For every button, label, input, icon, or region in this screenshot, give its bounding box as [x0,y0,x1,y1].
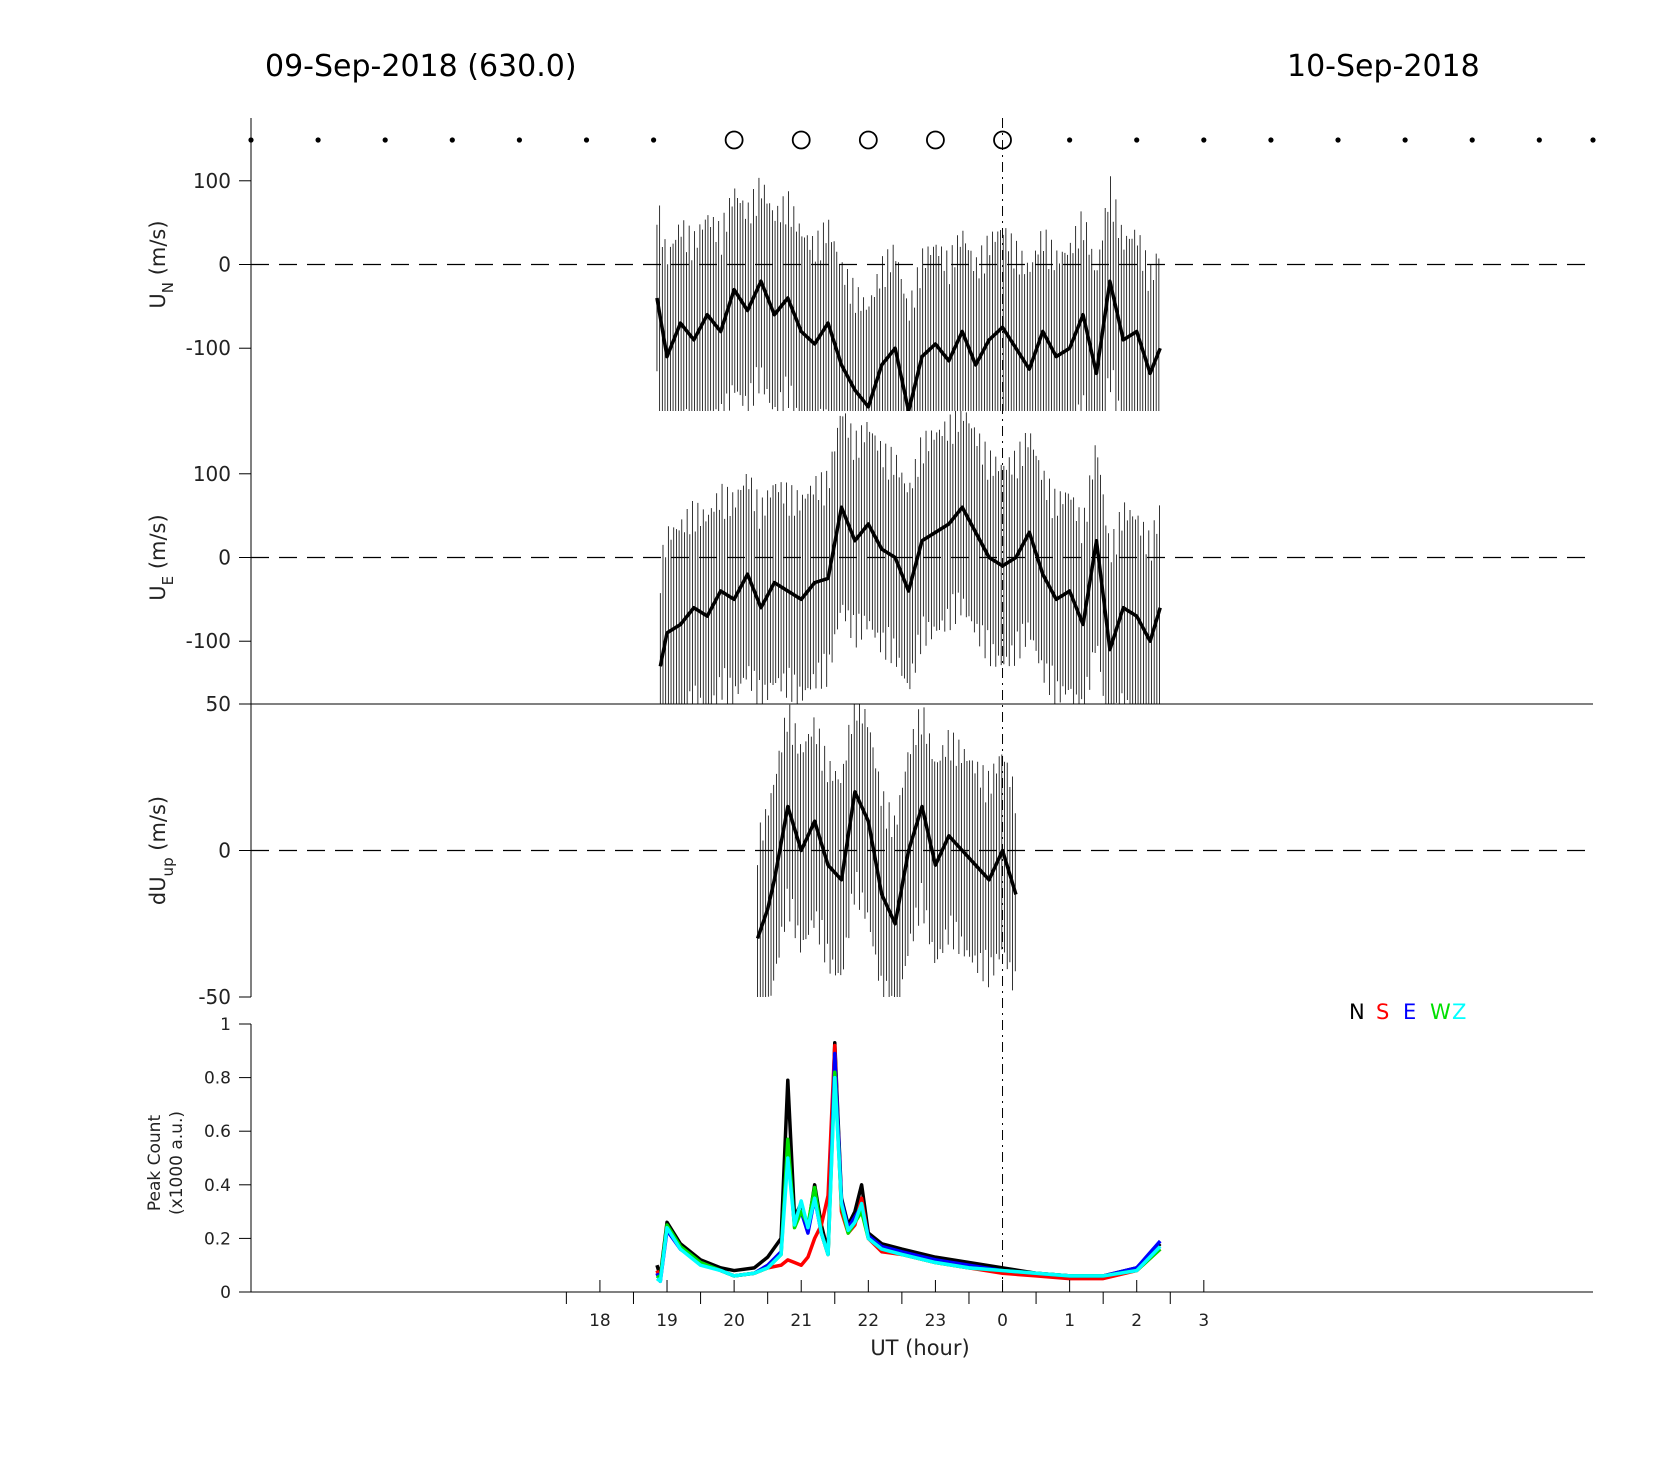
x-tick-label: 21 [790,1311,812,1331]
x-tick-label: 2 [1131,1311,1142,1331]
observation-dot [1134,137,1140,143]
y-tick-label: 50 [206,692,231,716]
y-tick-label: -100 [186,336,231,360]
y-tick-label: 0 [218,546,231,570]
series-line-n [655,1041,1162,1278]
observation-circle [858,130,878,150]
observation-dot [1590,137,1596,143]
y-tick-label: 100 [193,462,231,486]
series-group [755,704,1018,997]
observation-dot [1067,137,1073,143]
series-line [755,790,1018,939]
x-axis-label: UT (hour) [870,1336,969,1360]
y-tick-label: 0.4 [204,1176,231,1196]
series-line-s [655,1043,1162,1281]
duup-panel: 50 0 -50 dUup (m/s) [146,692,1593,1009]
peak-count-panel: 1 0.8 0.6 0.4 0.2 0 Peak Count (x1000 a.u.) [145,1015,1593,1303]
observation-circle [724,130,744,150]
ue-panel: 100 0 -100 UE (m/s) [146,411,1593,704]
observation-dot [315,137,321,143]
un-panel: 100 0 -100 UN (m/s) [146,118,1593,411]
series-group [658,411,1162,704]
x-tick-label: 22 [857,1311,879,1331]
observation-dot [382,137,388,143]
title-right-date: 10-Sep-2018 [1287,49,1480,84]
legend-item-s: S [1376,1000,1389,1024]
observation-dot [1469,137,1475,143]
x-tick-label: 1 [1064,1311,1075,1331]
observation-circle [993,130,1012,150]
x-tick-label: 20 [723,1311,745,1331]
y-tick-label: -100 [186,629,231,653]
y-tick-label: 0 [220,1283,231,1303]
x-tick-label: 18 [589,1311,611,1331]
x-tick-label: 19 [656,1311,678,1331]
legend-item-e: E [1403,1000,1416,1024]
observation-circle [791,130,811,150]
observation-dot [449,137,455,143]
y-tick-label: 0 [218,839,231,863]
observation-dot [1268,137,1274,143]
observation-dot [1335,137,1341,143]
x-tick-label: 0 [997,1311,1008,1331]
y-axis-label: Peak Count (x1000 a.u.) [145,1111,187,1215]
y-axis-label: UE (m/s) [146,514,177,600]
title-left-date: 09-Sep-2018 (630.0) [265,49,577,84]
observation-dot [1536,137,1542,143]
observation-markers [248,118,1596,1292]
series-line-e [655,1051,1162,1284]
series-line-z [655,1075,1162,1284]
series-line [655,279,1162,411]
observation-dot [1402,137,1408,143]
series-line-w [655,1070,1162,1281]
legend-item-z: Z [1452,1000,1466,1024]
y-tick-label: 0.2 [204,1229,231,1249]
x-tick-label: 3 [1198,1311,1209,1331]
y-tick-label: -50 [198,985,231,1009]
y-tick-label: 100 [193,169,231,193]
x-axis: 18 19 20 21 22 23 0 1 2 3 [565,1280,1209,1331]
legend-item-n: N [1349,1000,1365,1024]
observation-dot [583,137,590,143]
y-tick-label: 0.8 [204,1069,231,1089]
series-line [658,505,1162,667]
observation-dot [516,137,523,143]
observation-dot [1201,137,1207,143]
y-tick-label: 0.6 [204,1122,231,1142]
y-axis-label: UN (m/s) [146,220,177,308]
series-group [655,176,1162,411]
x-tick-label: 23 [925,1311,947,1331]
observation-dot [651,137,657,143]
y-tick-label: 1 [220,1015,231,1035]
y-tick-label: 0 [218,253,231,277]
legend-item-w: W [1430,1000,1451,1024]
y-axis-label: dUup (m/s) [146,796,177,905]
observation-circle [926,130,945,150]
